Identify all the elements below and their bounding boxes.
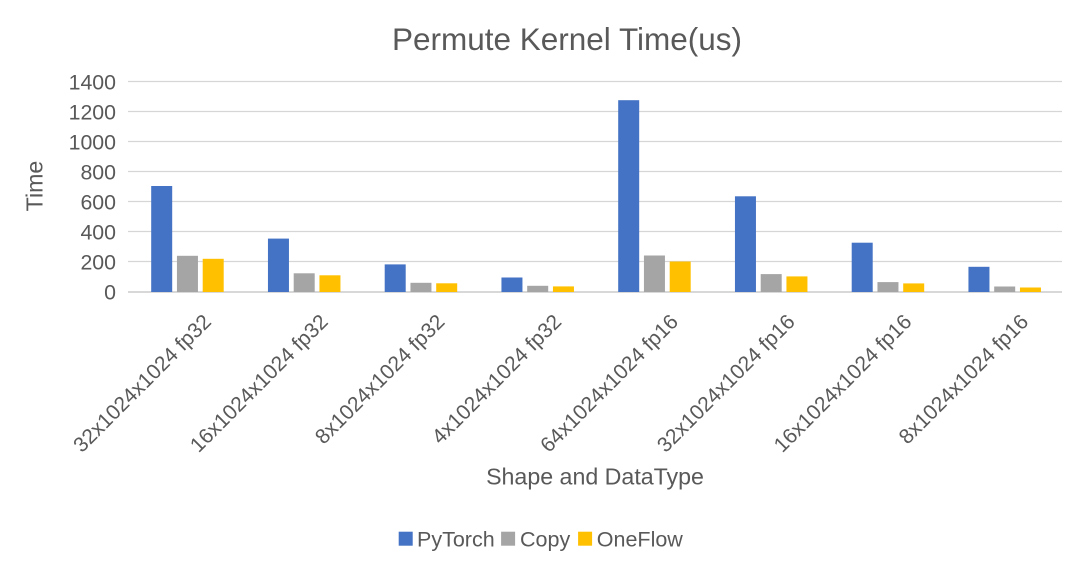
svg-text:Time: Time (22, 161, 48, 212)
svg-text:OneFlow: OneFlow (597, 527, 684, 551)
svg-text:Copy: Copy (520, 527, 570, 551)
svg-text:200: 200 (80, 251, 116, 275)
svg-text:Permute Kernel Time(us): Permute Kernel Time(us) (392, 21, 742, 57)
svg-text:Shape and DataType: Shape and DataType (486, 464, 704, 490)
svg-text:1400: 1400 (69, 71, 117, 95)
svg-text:1200: 1200 (69, 101, 117, 125)
svg-text:600: 600 (80, 191, 116, 215)
svg-text:0: 0 (104, 281, 116, 305)
svg-text:800: 800 (80, 161, 116, 185)
svg-text:400: 400 (80, 221, 116, 245)
svg-text:1000: 1000 (69, 131, 117, 155)
svg-text:PyTorch: PyTorch (417, 527, 495, 551)
